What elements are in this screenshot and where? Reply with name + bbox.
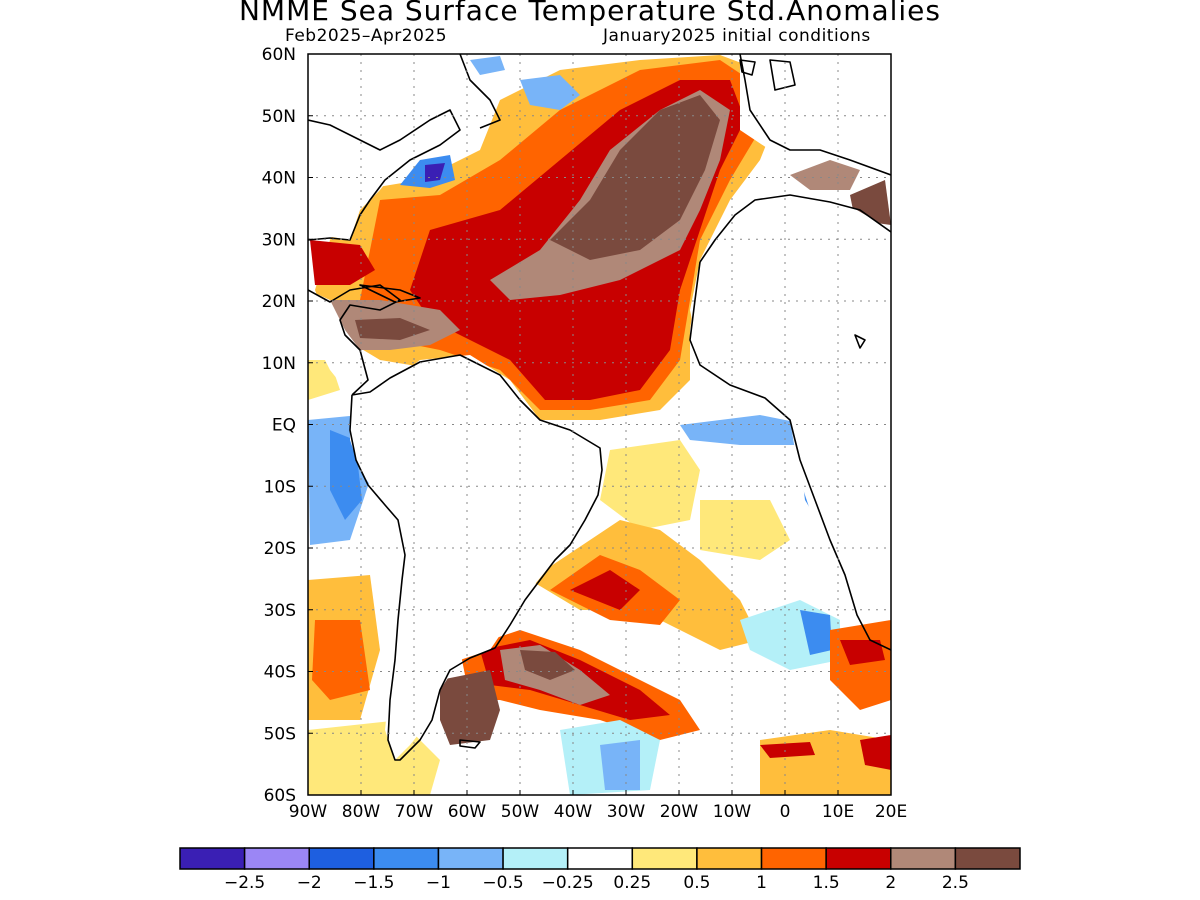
lat-tick-label: 10N <box>262 354 296 374</box>
colorbar-swatch <box>243 847 310 870</box>
colorbar-label: 2.5 <box>942 873 969 893</box>
lon-tick-label: 40W <box>554 802 593 822</box>
colorbar-label: −1 <box>426 873 451 893</box>
lon-tick-label: 20E <box>875 802 907 822</box>
colorbar-swatch <box>373 847 440 870</box>
colorbar-label: −2.5 <box>224 873 265 893</box>
colorbar-swatch <box>954 847 1021 870</box>
anomaly-field <box>308 55 891 795</box>
lat-tick-label: 20N <box>262 292 296 312</box>
lon-tick-label: 50W <box>501 802 540 822</box>
lon-tick-label: 90W <box>289 802 328 822</box>
colorbar-swatch <box>502 847 569 870</box>
lat-tick-label: 60S <box>264 786 296 806</box>
colorbar-label: −0.25 <box>542 873 594 893</box>
lat-tick-label: 60N <box>262 45 296 65</box>
colorbar-label: −1.5 <box>353 873 394 893</box>
colorbar-label: 1 <box>756 873 767 893</box>
lat-tick-label: 50N <box>262 107 296 127</box>
colorbar-swatch <box>437 847 504 870</box>
colorbar-swatch <box>825 847 892 870</box>
lon-tick-label: 0 <box>780 802 791 822</box>
colorbar-label: −0.5 <box>482 873 523 893</box>
lat-tick-label: 40S <box>264 663 296 683</box>
colorbar-swatch <box>760 847 827 870</box>
colorbar-swatch <box>308 847 375 870</box>
colorbar-swatch <box>179 847 246 870</box>
colorbar-swatch <box>890 847 957 870</box>
colorbar-label: 0.5 <box>683 873 710 893</box>
colorbar-label: 2 <box>885 873 896 893</box>
lat-tick-label: 30S <box>264 601 296 621</box>
chart-title: NMME Sea Surface Temperature Std.Anomali… <box>238 0 941 27</box>
longitude-axis: 90W 80W 70W 60W 50W 40W 30W 20W 10W 0 10E 20E <box>289 790 907 822</box>
lon-tick-label: 10W <box>713 802 752 822</box>
coastlines <box>308 54 891 761</box>
lon-tick-label: 30W <box>607 802 646 822</box>
forecast-period: Feb2025–Apr2025 <box>285 26 448 46</box>
lat-tick-label: 10S <box>264 477 296 497</box>
plot-area <box>308 54 891 795</box>
colorbar-label: −2 <box>297 873 322 893</box>
colorbar-swatch <box>631 847 698 870</box>
lat-tick-label: EQ <box>272 416 296 436</box>
lon-tick-label: 70W <box>395 802 434 822</box>
lat-tick-label: 40N <box>262 169 296 189</box>
lon-tick-label: 20W <box>660 802 699 822</box>
graticule <box>308 54 891 795</box>
initial-conditions: January2025 initial conditions <box>603 26 871 46</box>
lon-tick-label: 60W <box>448 802 487 822</box>
colorbar-swatch <box>696 847 763 870</box>
lat-tick-label: 50S <box>264 724 296 744</box>
latitude-axis: 60N 50N 40N 30N 20N 10N EQ 10S 20S 30S 40S 50S 60S <box>262 45 313 806</box>
land-mask <box>308 54 891 760</box>
colorbar-label: 1.5 <box>813 873 840 893</box>
lat-tick-label: 20S <box>264 539 296 559</box>
lat-tick-label: 30N <box>262 230 296 250</box>
colorbar: −2.5 −2 −1.5 −1 −0.5 −0.25 0.25 0.5 1 1.5 2 2.5 <box>179 847 1021 893</box>
colorbar-swatch <box>566 847 634 870</box>
lon-tick-label: 10E <box>822 802 854 822</box>
lon-tick-label: 80W <box>342 802 381 822</box>
colorbar-label: 0.25 <box>613 873 651 893</box>
